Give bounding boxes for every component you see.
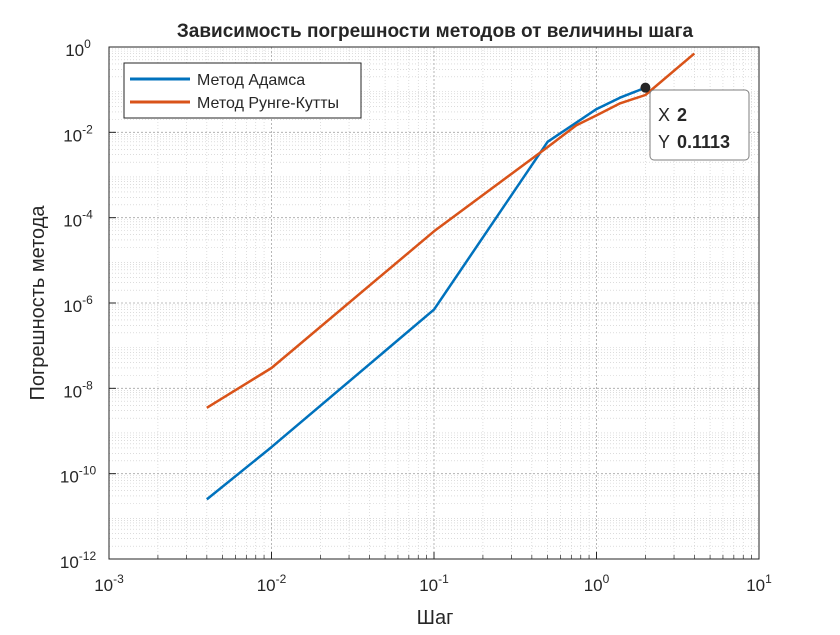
datatip-marker[interactable] xyxy=(640,82,651,93)
series-layer xyxy=(206,52,696,501)
x-tick-label: 10-1 xyxy=(419,572,449,595)
datatip-box xyxy=(649,89,750,161)
y-tick-label: 10-10 xyxy=(60,464,97,487)
y-tick-label: 10-2 xyxy=(63,122,93,145)
legend-label-adams: Метод Адамса xyxy=(197,72,305,89)
legend-label-rk: Метод Рунге-Кутты xyxy=(197,95,339,112)
datatip-x-value: 2 xyxy=(677,105,687,125)
y-tick-labels: 10-12 10-10 10-8 10-6 10-4 10-2 100 xyxy=(60,37,97,572)
x-tick-label: 10-3 xyxy=(94,572,124,595)
y-axis-label: Погрешность метода xyxy=(27,205,49,401)
datatip-y-label: Y xyxy=(658,132,670,152)
x-tick-labels: 10-3 10-2 10-1 100 101 xyxy=(94,572,772,595)
datatip-x-label: X xyxy=(658,105,670,125)
x-tick-label: 101 xyxy=(746,572,772,595)
x-tick-label: 10-2 xyxy=(257,572,287,595)
legend-box xyxy=(123,62,362,119)
datatip-y-value: 0.1113 xyxy=(677,132,730,152)
y-tick-label: 10-4 xyxy=(63,208,93,231)
y-tick-label: 100 xyxy=(65,37,91,60)
datatip[interactable]: X 2 Y 0.1113 xyxy=(640,82,750,161)
y-tick-label: 10-8 xyxy=(63,378,93,401)
series-line-runge-kutta xyxy=(206,52,696,409)
legend[interactable]: Метод Адамса Метод Рунге-Кутты xyxy=(123,62,362,119)
axis-ticks xyxy=(108,46,760,560)
y-tick-label: 10-12 xyxy=(60,549,97,572)
y-tick-label: 10-6 xyxy=(63,293,93,316)
series-line-adams xyxy=(206,86,646,501)
x-axis-label: Шаг xyxy=(417,607,454,629)
x-tick-label: 100 xyxy=(584,572,610,595)
chart-title: Зависимость погрешности методов от велич… xyxy=(177,21,694,42)
